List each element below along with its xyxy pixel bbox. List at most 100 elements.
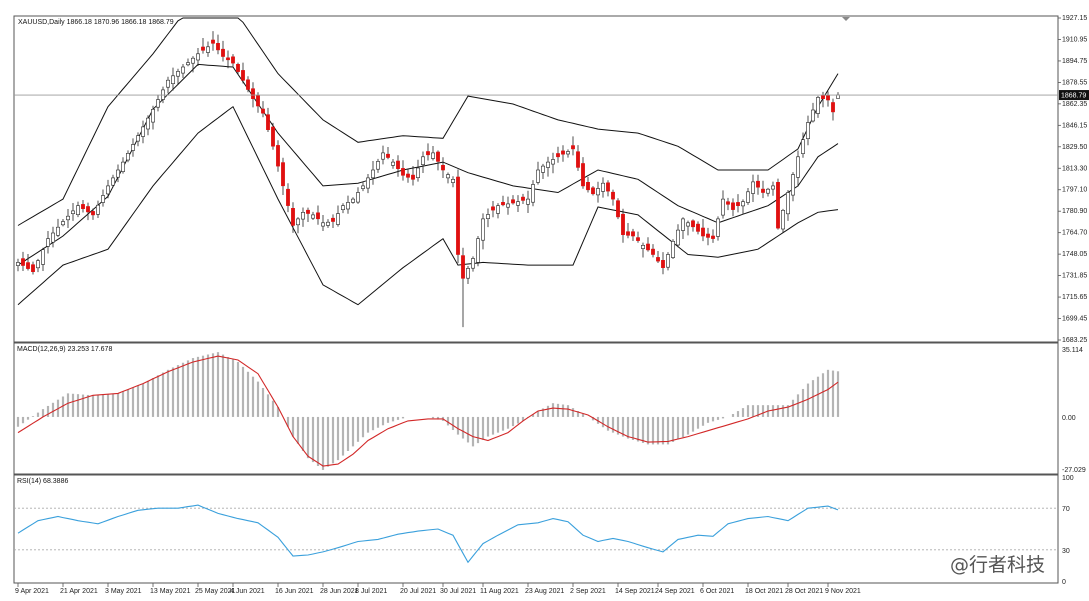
x-tick-label: 14 Sep 2021 [615,588,655,595]
candle-body [546,161,550,168]
candle-body [526,198,530,205]
candle-body [646,243,650,251]
price-tick-label: 1862.35 [1062,101,1087,108]
candle-body [226,57,230,61]
candle-body [521,196,525,201]
x-tick-label: 9 Apr 2021 [15,588,49,595]
candle-body [796,156,800,178]
candle-body [81,204,85,209]
candle-body [86,206,90,213]
candle-body [571,145,575,150]
candle-body [256,95,260,107]
candle-body [731,202,735,210]
candle-body [391,161,395,166]
price-tick-label: 1894.75 [1062,58,1087,65]
price-tick-label: 1764.70 [1062,230,1087,237]
candle-body [441,165,445,171]
candle-body [631,231,635,237]
candle-body [791,174,795,196]
candle-body [801,139,805,154]
candle-body [711,235,715,239]
candle-body [576,151,580,168]
candle-body [681,218,685,231]
candle-body [756,180,760,188]
candle-body [771,185,775,190]
candle-body [596,188,600,196]
candle-body [151,109,155,123]
price-tick-label: 1748.05 [1062,251,1087,258]
candle-body [331,217,335,222]
candle-body [501,202,505,206]
candle-body [146,117,150,130]
macd-tick-label: 35.114 [1062,347,1083,354]
candle-body [606,182,610,192]
macd-signal-line [17,355,839,467]
candle-body [626,231,630,236]
last-price-label: 1868.79 [1061,93,1086,100]
bollinger-lower-band [17,105,839,306]
candle-body [806,122,810,140]
candle-body [356,192,360,203]
candle-body [171,75,175,85]
candle-body [166,79,170,88]
macd-panel-header: MACD(12,26,9) 23.253 17.678 [17,346,112,353]
candle-body [111,177,115,186]
candle-body [586,182,590,191]
x-tick-label: 11 Aug 2021 [480,588,519,595]
rsi-line [17,504,839,564]
candle-body [386,153,390,158]
macd-series-layer [16,352,840,470]
price-tick-label: 1910.95 [1062,36,1087,43]
candle-body [36,260,40,269]
candle-body [826,95,830,101]
price-tick-label: 1927.15 [1062,15,1087,22]
candle-body [461,255,465,279]
candle-body [421,156,425,166]
x-tick-label: 28 Jun 2021 [320,588,359,595]
candle-body [181,66,185,74]
candle-body [316,212,320,220]
candle-body [701,227,705,237]
price-tick-label: 1780.90 [1062,208,1087,215]
candle-body [266,114,270,130]
candle-body [41,249,45,265]
candle-body [436,151,440,162]
candle-body [566,151,570,155]
candle-body [836,94,840,99]
panel-frames [13,15,1059,584]
candle-body [231,56,235,64]
price-panel-frame [13,15,1059,343]
rsi-series-layer [14,504,1058,564]
candle-body [66,215,70,221]
candle-body [261,108,265,114]
candle-body [406,173,410,178]
candle-body [531,184,535,203]
shift-marker-icon [842,17,850,21]
candle-body [536,169,540,183]
macd-panel-frame [13,342,1059,475]
candle-body [336,213,340,225]
candle-body [541,165,545,173]
candle-body [196,53,200,61]
candle-body [471,258,475,269]
candle-body [56,226,60,236]
candle-body [601,182,605,192]
candle-body [416,167,420,178]
candle-body [751,181,755,194]
candle-body [281,162,285,187]
candle-body [371,169,375,179]
candle-body [76,205,80,215]
candle-body [476,238,480,263]
macd-tick-label: -27.029 [1062,467,1086,474]
candle-body [16,262,20,266]
candle-body [561,150,565,155]
candle-body [426,151,430,156]
candle-body [486,214,490,219]
x-tick-label: 23 Aug 2021 [525,588,564,595]
x-tick-label: 8 Jul 2021 [355,588,387,595]
candle-body [291,208,295,226]
candle-body [46,238,50,247]
candle-body [276,145,280,167]
x-tick-label: 2 Sep 2021 [570,588,606,595]
candle-body [376,161,380,170]
